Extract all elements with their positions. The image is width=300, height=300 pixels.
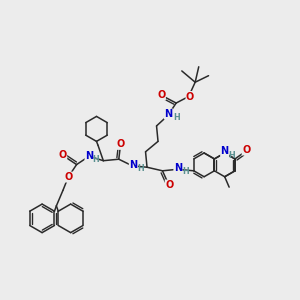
Text: O: O	[157, 90, 165, 100]
Text: O: O	[58, 150, 67, 160]
Text: N: N	[174, 163, 182, 172]
Text: O: O	[186, 92, 194, 101]
Text: O: O	[165, 180, 173, 190]
Text: H: H	[173, 113, 179, 122]
Text: O: O	[64, 172, 72, 182]
Text: N: N	[85, 151, 93, 161]
Text: H: H	[137, 164, 144, 173]
Text: N: N	[220, 146, 229, 157]
Text: N: N	[129, 160, 137, 170]
Text: H: H	[182, 167, 189, 176]
Text: N: N	[164, 109, 172, 119]
Text: H: H	[228, 151, 235, 160]
Text: H: H	[92, 155, 99, 164]
Text: O: O	[242, 145, 250, 155]
Text: O: O	[116, 140, 124, 149]
